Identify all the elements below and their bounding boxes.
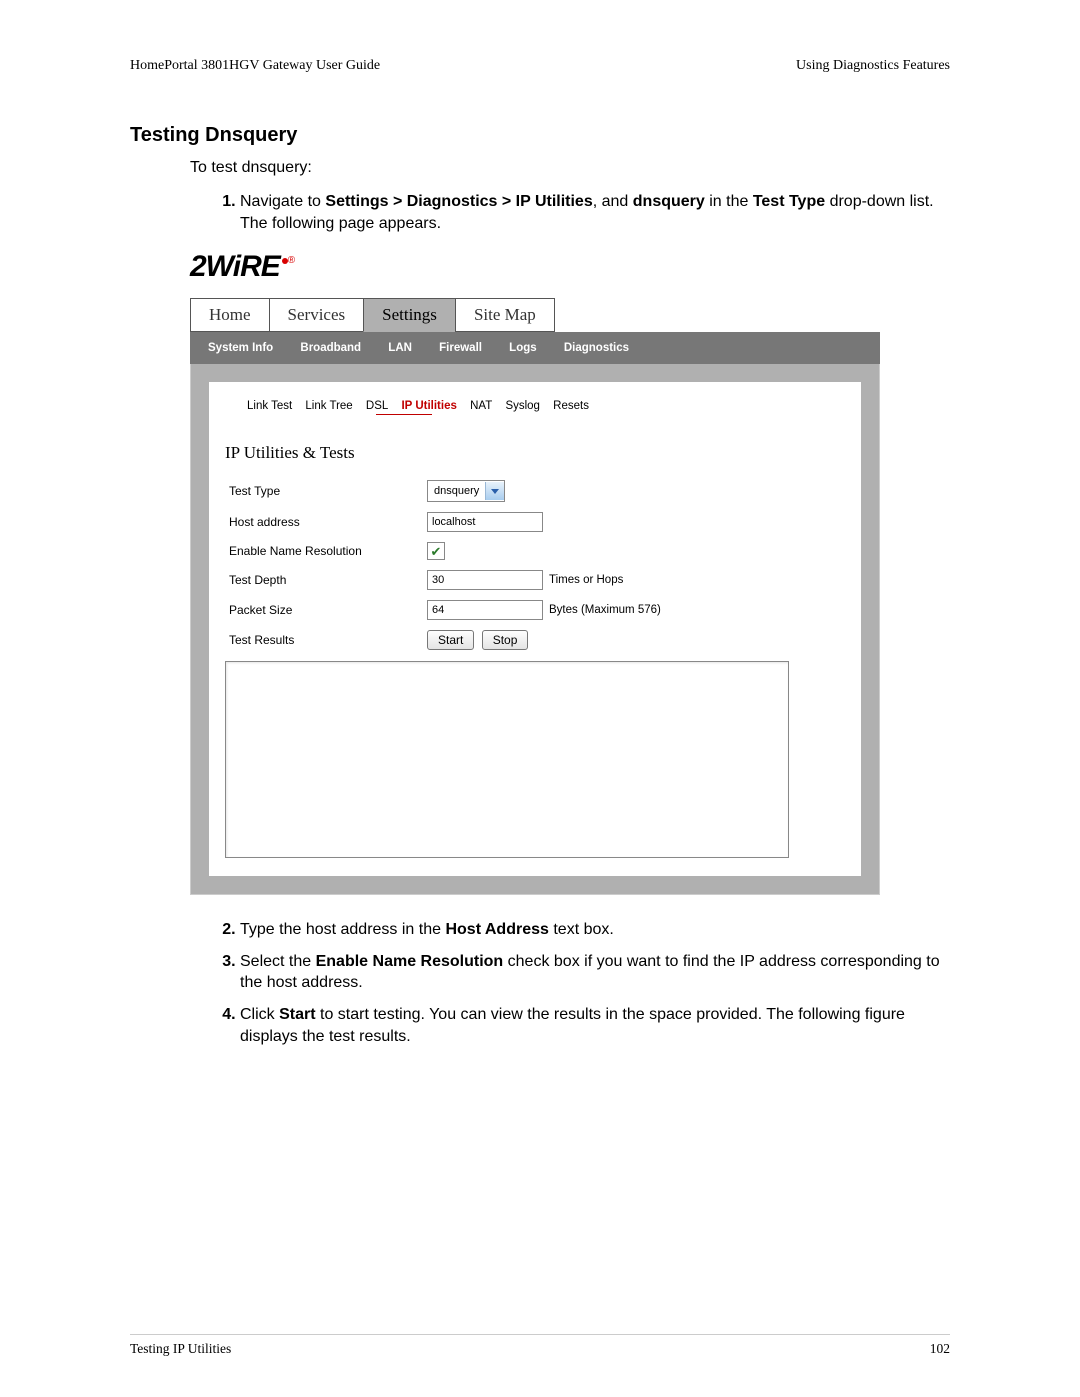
- subnav-diagnostics[interactable]: Diagnostics: [564, 342, 629, 354]
- step-1: Navigate to Settings > Diagnostics > IP …: [240, 191, 950, 234]
- panel-title: IP Utilities & Tests: [225, 443, 845, 463]
- step-4: Click Start to start testing. You can vi…: [240, 1004, 950, 1047]
- label-test-results: Test Results: [225, 625, 423, 655]
- tab-settings[interactable]: Settings: [363, 298, 456, 332]
- label-enable-name-resolution: Enable Name Resolution: [225, 537, 423, 565]
- test-depth-suffix: Times or Hops: [547, 565, 665, 595]
- label-test-depth: Test Depth: [225, 565, 423, 595]
- enable-name-resolution-checkbox[interactable]: ✔: [427, 542, 445, 560]
- test-depth-input[interactable]: [427, 570, 543, 590]
- packet-size-suffix: Bytes (Maximum 576): [547, 595, 665, 625]
- test-results-area: [225, 661, 789, 858]
- host-address-input[interactable]: [427, 512, 543, 532]
- ssn-dsl[interactable]: DSL: [366, 400, 388, 412]
- packet-size-input[interactable]: [427, 600, 543, 620]
- tab-site-map[interactable]: Site Map: [455, 298, 555, 332]
- tab-services[interactable]: Services: [269, 298, 365, 332]
- chevron-down-icon: [485, 482, 504, 500]
- tab-home[interactable]: Home: [190, 298, 270, 332]
- ssn-syslog[interactable]: Syslog: [505, 400, 540, 412]
- step-3: Select the Enable Name Resolution check …: [240, 951, 950, 994]
- subnav-logs[interactable]: Logs: [509, 342, 536, 354]
- start-button[interactable]: Start: [427, 630, 474, 650]
- section-title: Testing Dnsquery: [130, 124, 950, 147]
- stop-button[interactable]: Stop: [482, 630, 529, 650]
- footer-page-number: 102: [930, 1341, 950, 1357]
- ssn-resets[interactable]: Resets: [553, 400, 589, 412]
- subnav-broadband[interactable]: Broadband: [300, 342, 361, 354]
- ssn-nat[interactable]: NAT: [470, 400, 492, 412]
- label-test-type: Test Type: [225, 475, 423, 507]
- subnav-lan[interactable]: LAN: [388, 342, 412, 354]
- ssn-link-test[interactable]: Link Test: [247, 400, 292, 412]
- label-packet-size: Packet Size: [225, 595, 423, 625]
- header-left: HomePortal 3801HGV Gateway User Guide: [130, 58, 380, 74]
- subnav-firewall[interactable]: Firewall: [439, 342, 482, 354]
- router-ui-screenshot: 2WiRE ® Home Services Settings Site Map …: [190, 250, 880, 895]
- footer-left: Testing IP Utilities: [130, 1341, 231, 1357]
- subnav: System Info Broadband LAN Firewall Logs …: [190, 332, 880, 364]
- test-type-select[interactable]: dnsquery: [427, 480, 505, 502]
- subnav-system-info[interactable]: System Info: [208, 342, 273, 354]
- ssn-link-tree[interactable]: Link Tree: [305, 400, 352, 412]
- sub-sub-nav: Link Test Link Tree DSL IP Utilities NAT…: [225, 396, 845, 421]
- step-2: Type the host address in the Host Addres…: [240, 919, 950, 941]
- ssn-ip-utilities[interactable]: IP Utilities: [401, 400, 456, 412]
- label-host-address: Host address: [225, 507, 423, 537]
- header-right: Using Diagnostics Features: [796, 58, 950, 74]
- 2wire-logo: 2WiRE ®: [190, 250, 880, 284]
- intro-text: To test dnsquery:: [190, 159, 950, 177]
